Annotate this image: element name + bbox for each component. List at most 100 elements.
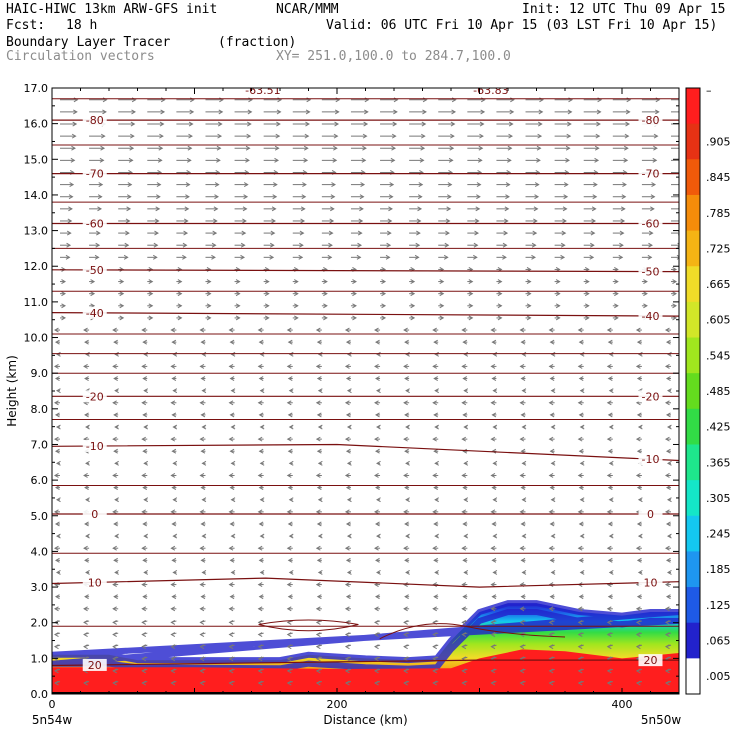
vector-arrow-head xyxy=(201,388,207,394)
vector-arrow-head xyxy=(359,194,365,200)
vector-arrow-head xyxy=(619,242,624,248)
vector-arrow-head xyxy=(345,376,351,381)
vector-arrow-head xyxy=(648,230,654,236)
colorbar-swatch xyxy=(686,515,700,552)
vector-arrow-head xyxy=(54,521,60,527)
vector-arrow-head xyxy=(606,619,612,625)
vector-arrow-head xyxy=(69,182,75,188)
vector-arrow-head xyxy=(637,533,643,539)
colorbar-label: .305 xyxy=(706,492,731,505)
vector-arrow-head xyxy=(462,448,468,454)
vector-arrow-head xyxy=(419,157,425,163)
vector-arrow-head xyxy=(228,656,234,662)
vector-arrow-head xyxy=(288,388,294,394)
vector-arrow-head xyxy=(682,158,686,162)
vector-arrow-head xyxy=(491,557,497,563)
vector-arrow-head xyxy=(54,485,60,491)
vector-arrow-head xyxy=(606,680,612,686)
vector-arrow-head xyxy=(170,656,176,662)
vector-arrow-head xyxy=(264,291,270,297)
vector-arrow-head xyxy=(432,473,437,478)
vector-arrow-head xyxy=(83,632,88,637)
vector-arrow-head xyxy=(405,497,410,503)
vector-arrow-head xyxy=(199,327,205,333)
vector-arrow-head xyxy=(607,448,613,454)
vector-arrow-head xyxy=(113,412,118,418)
vector-arrow-head xyxy=(650,206,655,212)
vector-arrow-head xyxy=(200,448,206,454)
vector-arrow-head xyxy=(200,376,206,381)
vector-arrow-head xyxy=(519,644,525,650)
vector-arrow-head xyxy=(315,668,321,674)
contour-label-top: -63.83 xyxy=(473,84,508,97)
vector-arrow-head xyxy=(286,400,292,406)
vector-arrow-head xyxy=(561,230,567,236)
vector-arrow-head xyxy=(606,545,612,551)
colorbar-label: .005 xyxy=(706,670,731,683)
vector-arrow-head xyxy=(468,279,474,284)
vector-arrow-head xyxy=(156,194,161,200)
vector-arrow-head xyxy=(415,242,421,248)
vector-arrow-head xyxy=(317,388,323,394)
vector-arrow-head xyxy=(85,460,90,466)
vector-arrow-head xyxy=(672,267,678,272)
vector-arrow-head xyxy=(376,533,381,539)
vector-arrow-head xyxy=(229,339,235,345)
vector-arrow-head xyxy=(113,376,118,381)
vector-arrow-head xyxy=(497,303,503,309)
vector-arrow-head xyxy=(112,545,117,551)
field-name: Boundary Layer Tracer xyxy=(6,35,171,50)
vector-arrow-head xyxy=(636,521,642,527)
vector-arrow-head xyxy=(183,218,189,224)
vector-arrow-head xyxy=(84,485,89,491)
vector-arrow-head xyxy=(61,291,67,297)
vector-arrow-head xyxy=(386,242,392,248)
contour-label: -60 xyxy=(642,217,660,230)
vector-arrow-head xyxy=(185,194,190,200)
vector-arrow-head xyxy=(188,121,194,127)
vector-arrow-head xyxy=(578,594,584,600)
vector-arrow-head xyxy=(143,497,149,503)
colorbar-label: .725 xyxy=(706,242,731,255)
vector-arrow-head xyxy=(447,182,453,188)
vector-arrow-head xyxy=(620,206,626,212)
vector-arrow-head xyxy=(288,351,294,357)
vector-arrow-head xyxy=(374,632,379,637)
vector-arrow-head xyxy=(461,606,467,612)
vector-arrow-head xyxy=(497,279,503,284)
vector-arrow-head xyxy=(606,436,612,442)
vector-arrow-head xyxy=(124,242,130,248)
vector-arrow-head xyxy=(229,376,235,381)
vector-arrow-head xyxy=(376,570,381,575)
vector-arrow-head xyxy=(83,545,88,551)
vector-arrow-head xyxy=(579,424,585,430)
vector-arrow-head xyxy=(548,327,554,333)
vector-arrow-head xyxy=(620,218,626,224)
vector-arrow-head xyxy=(328,230,334,236)
vector-arrow-head xyxy=(404,339,409,345)
vector-arrow-head xyxy=(548,606,554,612)
vector-arrow-head xyxy=(333,133,339,139)
vector-arrow-head xyxy=(112,363,117,369)
vector-arrow-head xyxy=(247,121,252,127)
vector-arrow-head xyxy=(257,668,263,674)
vector-arrow-head xyxy=(112,619,117,625)
vector-arrow-head xyxy=(344,545,350,551)
vector-arrow-head xyxy=(54,448,60,454)
vector-arrow-head xyxy=(664,582,670,587)
vector-arrow-head xyxy=(199,619,205,625)
vector-arrow-head xyxy=(143,388,149,394)
vector-arrow-head xyxy=(126,206,132,212)
vector-arrow-head xyxy=(177,315,183,321)
vector-arrow-head xyxy=(230,424,236,430)
vector-arrow-head xyxy=(374,644,379,650)
vector-arrow-head xyxy=(270,230,276,236)
vector-arrow-head xyxy=(200,521,206,527)
vector-arrow-head xyxy=(264,279,270,284)
vector-arrow-head xyxy=(171,594,177,600)
vector-arrow-head xyxy=(608,351,614,357)
vector-arrow-head xyxy=(68,194,74,200)
vector-arrow-head xyxy=(420,145,426,151)
vector-arrow-head xyxy=(614,303,619,309)
vector-arrow-head xyxy=(374,619,379,625)
